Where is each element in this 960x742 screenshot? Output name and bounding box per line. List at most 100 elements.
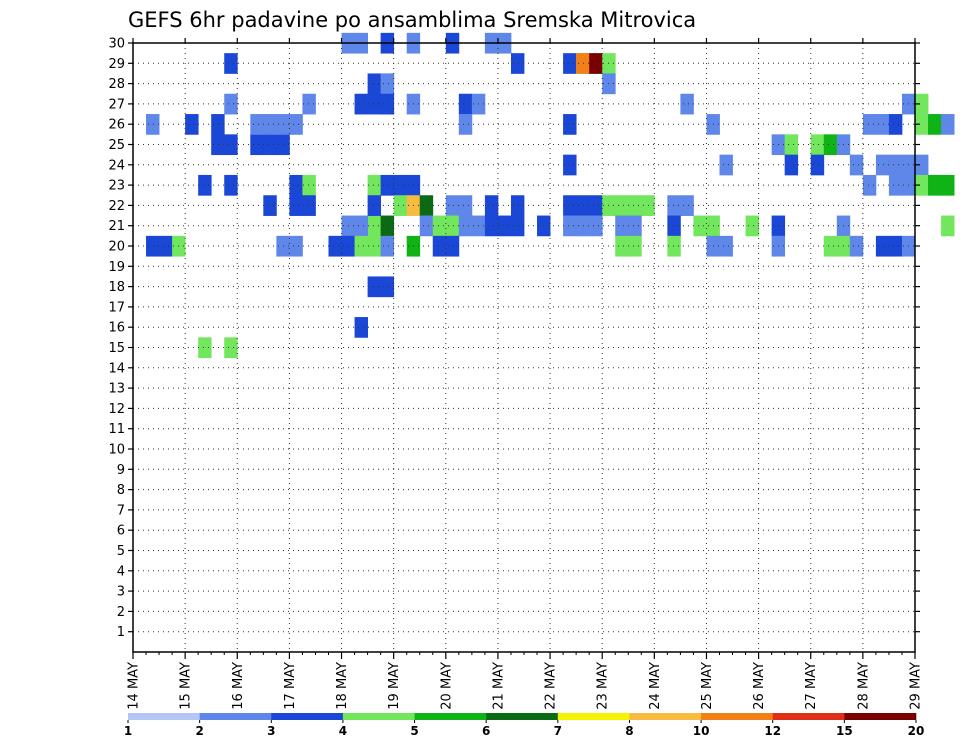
colorbar-swatch-2 <box>271 713 344 720</box>
cell-m26-d1.5 <box>211 114 225 135</box>
y-tick-label: 5 <box>117 544 125 559</box>
y-tick-label: 9 <box>117 463 125 478</box>
y-tick-label: 12 <box>108 402 125 417</box>
cell-m22-d6 <box>445 195 460 216</box>
cell-m21-d6.25 <box>458 215 473 237</box>
cell-m27-d1.75 <box>224 93 238 115</box>
cell-m23-d4.75 <box>380 174 395 196</box>
cell-m15-d1.25 <box>198 337 212 359</box>
cell-m22-d6.25 <box>458 195 473 216</box>
cell-m20-d9.5 <box>628 235 642 257</box>
cell-m26-d3 <box>289 114 303 135</box>
cell-m27-d15 <box>915 93 929 115</box>
cell-m21-d4.75 <box>380 215 395 237</box>
cell-m21-d4.5 <box>367 215 382 237</box>
cell-m22-d7.25 <box>510 195 525 216</box>
colorbar-label: 15 <box>836 724 853 738</box>
y-tick-label: 22 <box>108 199 125 214</box>
y-tick-label: 11 <box>108 422 125 437</box>
cell-m20-d0.5 <box>159 235 173 257</box>
x-tick-label: 16 MAY <box>231 662 246 710</box>
cell-m26-d2.25 <box>250 114 264 135</box>
colorbar-label: 5 <box>410 724 418 738</box>
colorbar-swatch-7 <box>629 713 702 720</box>
y-tick-label: 24 <box>108 158 125 173</box>
cell-m23-d3 <box>289 174 303 196</box>
cell-m24-d15 <box>915 154 929 176</box>
cell-m26-d14 <box>862 114 877 135</box>
colorbar-swatch-9 <box>772 713 845 720</box>
cell-m28-d4.5 <box>367 73 382 95</box>
cell-m26-d15.25 <box>928 114 942 135</box>
y-tick-label: 2 <box>117 605 125 620</box>
cell-m24-d8.25 <box>563 154 577 176</box>
colorbar-label: 7 <box>554 724 562 738</box>
cell-m20-d3 <box>289 235 303 257</box>
y-tick-label: 7 <box>117 503 125 518</box>
cell-m18-d4.5 <box>367 276 382 298</box>
x-tick-label: 22 MAY <box>544 662 559 710</box>
cell-m27-d4.5 <box>367 93 382 115</box>
y-tick-label: 13 <box>108 382 125 397</box>
colorbar-label: 8 <box>625 724 633 738</box>
cell-m20-d13.25 <box>823 235 838 257</box>
cell-m22-d10.5 <box>680 195 694 216</box>
x-tick-label: 25 MAY <box>700 662 715 710</box>
cell-m24-d13.75 <box>849 154 864 176</box>
cell-m26-d8.25 <box>563 114 577 135</box>
y-tick-label: 29 <box>108 57 125 72</box>
cell-m26-d6.25 <box>458 114 473 135</box>
x-tick-label: 26 MAY <box>752 662 767 710</box>
cell-m22-d3.25 <box>302 195 316 216</box>
colorbar-swatch-0 <box>128 713 200 720</box>
colorbar-swatch-1 <box>199 713 272 720</box>
cell-m21-d5.5 <box>419 215 434 237</box>
cell-m25-d1.5 <box>211 134 225 156</box>
cell-m24-d12.5 <box>784 154 799 176</box>
cell-m20-d6 <box>445 235 460 257</box>
cell-m21-d6.75 <box>484 215 499 237</box>
cell-m25-d12.5 <box>784 134 799 156</box>
cell-m27-d10.5 <box>680 93 694 115</box>
colorbar-swatch-5 <box>486 713 559 720</box>
y-tick-label: 28 <box>108 77 125 92</box>
cell-m21-d7.25 <box>510 215 525 237</box>
cell-m20-d10.25 <box>667 235 681 257</box>
colorbar: 1 2 3 4 5 6 7 8 10 12 15 20 <box>124 713 924 738</box>
cell-m23-d1.25 <box>198 174 212 196</box>
y-tick-label: 30 <box>108 37 125 52</box>
cell-m23-d5 <box>393 174 408 196</box>
y-tick-label: 18 <box>108 280 125 295</box>
cell-m25-d13 <box>810 134 825 156</box>
y-tick-label: 4 <box>117 564 125 579</box>
x-tick-label: 14 MAY <box>127 662 142 710</box>
cell-m29-d7.25 <box>510 53 525 74</box>
x-tick-label: 15 MAY <box>179 662 194 710</box>
cell-m23-d14.5 <box>888 174 903 196</box>
y-tick-label: 26 <box>108 118 125 133</box>
cell-m20-d4.25 <box>354 235 368 257</box>
colorbar-label: 6 <box>482 724 490 738</box>
cell-m20-d5.75 <box>432 235 447 257</box>
x-tick-label: 24 MAY <box>648 662 663 710</box>
cell-m20-d9.25 <box>615 235 629 257</box>
y-tick-label: 6 <box>117 524 125 539</box>
cell-m21-d5.75 <box>432 215 447 237</box>
cell-m22-d6.75 <box>484 195 499 216</box>
cell-m21-d11.75 <box>745 215 759 237</box>
colorbar-label: 10 <box>693 724 710 738</box>
y-tick-label: 19 <box>108 260 125 275</box>
y-tick-label: 15 <box>108 341 125 356</box>
cell-m21-d9.25 <box>615 215 629 237</box>
cell-m23-d15.25 <box>928 174 942 196</box>
y-tick-label: 25 <box>108 138 125 153</box>
y-tick-label: 27 <box>108 97 125 112</box>
cell-m21-d8.75 <box>589 215 603 237</box>
colorbar-label: 4 <box>339 724 347 738</box>
cell-m20-d14.5 <box>888 235 903 257</box>
colorbar-swatch-6 <box>557 713 630 720</box>
cell-m15-d1.75 <box>224 337 238 359</box>
y-tick-label: 3 <box>117 585 125 600</box>
cell-m22-d2.5 <box>263 195 277 216</box>
cell-m21-d9.5 <box>628 215 642 237</box>
